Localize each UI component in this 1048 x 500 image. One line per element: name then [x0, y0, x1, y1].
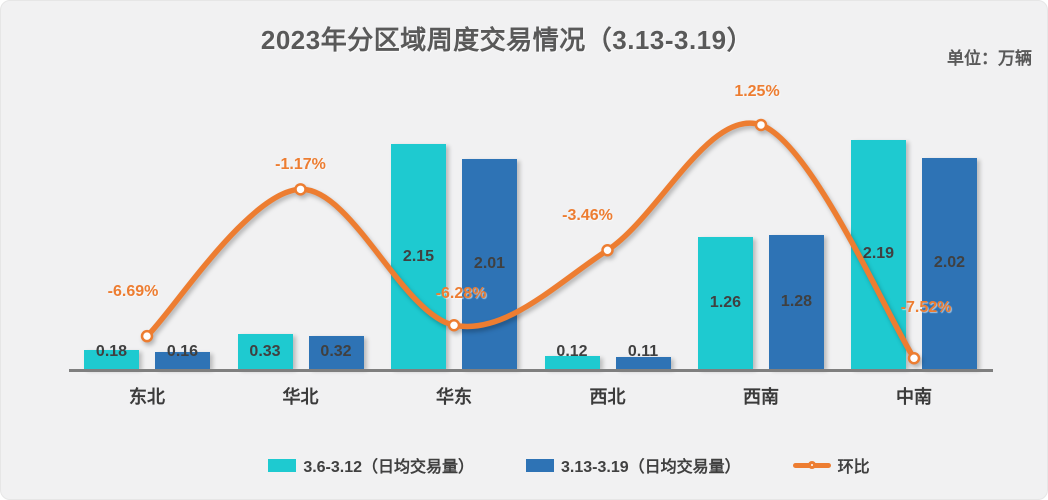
bar-series1-1: [84, 350, 139, 369]
bar-value-label: 1.26: [709, 294, 742, 312]
line-point-marker-2: [294, 183, 307, 196]
ring-ratio-label-5: 1.25%: [734, 82, 780, 100]
bar-value-label: 2.15: [402, 247, 435, 265]
bar-value-label: 2.01: [473, 254, 506, 272]
bar-value-label: 0.12: [556, 343, 588, 360]
legend-label-week1: 3.6-3.12（日均交易量）: [303, 459, 475, 476]
legend-label-week2: 3.13-3.19（日均交易量）: [561, 459, 741, 476]
line-point-marker-3: [447, 318, 461, 332]
legend-item-week1: 3.6-3.12（日均交易量）: [268, 453, 474, 477]
legend-item-week2: 3.13-3.19（日均交易量）: [526, 453, 741, 477]
category-label-3: 华东: [436, 387, 472, 407]
ring-ratio-label-3: -6.28%: [435, 285, 487, 303]
bar-value-label: 0.33: [249, 342, 281, 360]
bar-value-label: 0.11: [627, 343, 659, 360]
x-axis-line: [69, 369, 993, 372]
line-marker-icon: [792, 461, 831, 469]
ring-ratio-label-4: -3.46%: [562, 207, 613, 225]
bar-value-label: 1.28: [780, 293, 813, 311]
bar-value-label: 0.16: [166, 343, 199, 360]
bar-value-label: 0.18: [95, 343, 128, 360]
line-dot-icon: [807, 461, 816, 469]
ring-ratio-label-6: -7.52%: [900, 299, 952, 317]
bar-value-label: 2.19: [862, 245, 895, 263]
bar-value-label: 0.32: [320, 343, 352, 360]
ring-ratio-label-1: -6.69%: [107, 283, 159, 301]
bar-value-label: 2.02: [933, 254, 966, 272]
category-label-2: 华北: [282, 387, 319, 407]
category-label-5: 西南: [743, 387, 779, 407]
category-label-4: 西北: [589, 387, 626, 407]
category-label-1: 东北: [129, 387, 165, 407]
unit-label: 单位：万辆: [947, 49, 1032, 68]
ring-ratio-label-2: -1.17%: [275, 156, 326, 174]
legend-item-ring-ratio: 环比: [792, 453, 870, 477]
line-point-marker-1: [140, 329, 154, 343]
bar-series2-6: [922, 157, 977, 369]
chart-title: 2023年分区域周度交易情况（3.13-3.19）: [260, 25, 754, 55]
legend-swatch-week1: [268, 458, 297, 472]
line-point-marker-4: [601, 243, 614, 257]
legend-label-ring-ratio: 环比: [837, 459, 870, 476]
line-point-marker-5: [754, 118, 768, 132]
legend-swatch-week2: [526, 458, 555, 472]
line-point-marker-6: [907, 351, 921, 365]
bar-series2-4: [615, 357, 671, 369]
legend: 3.6-3.12（日均交易量） 3.13-3.19（日均交易量） 环比: [46, 453, 1047, 477]
category-label-6: 中南: [896, 387, 932, 407]
